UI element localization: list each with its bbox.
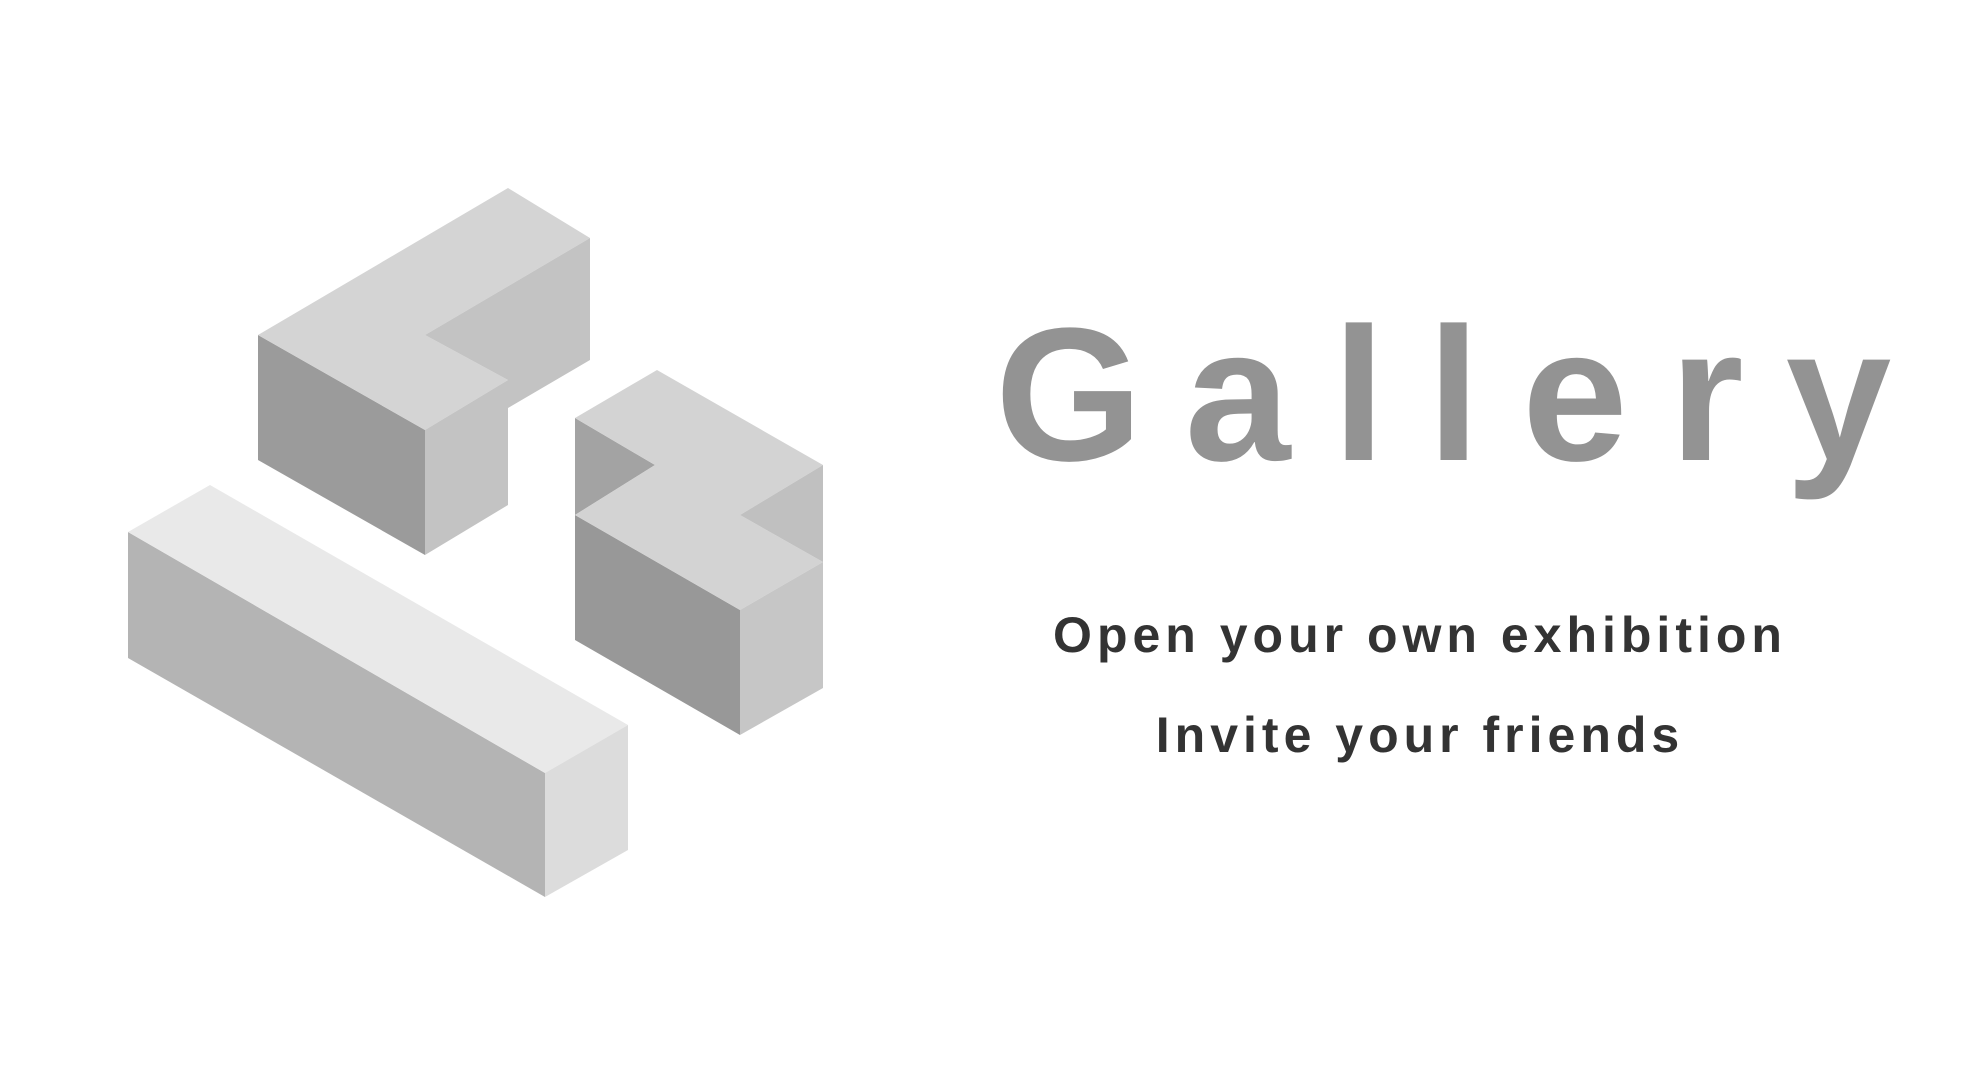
tagline-invite: Invite your friends [1155,707,1685,763]
bar-right-face [545,725,628,897]
right-block [575,370,823,735]
block-left-face [575,515,740,735]
block-right-face [740,465,823,562]
top-left-block [258,188,590,555]
block-right-face-lower [740,562,823,735]
block-right-face [425,238,590,555]
block-inner-face [575,418,655,515]
gallery-title: Gallery [995,289,1934,501]
bar-left-face [128,532,545,897]
block-top-face [258,188,590,430]
block-left-face [258,335,425,555]
long-bar-block [128,485,628,897]
bar-top-face [128,485,628,773]
tagline-exhibition: Open your own exhibition [1053,607,1787,663]
block-top-face [575,370,823,610]
